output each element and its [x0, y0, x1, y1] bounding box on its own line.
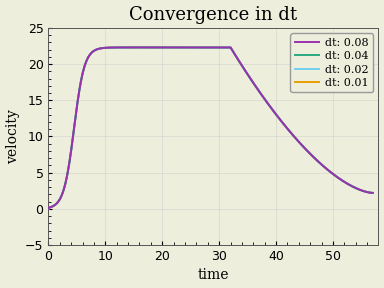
dt: 0.04: (0, 0): 0.04: (0, 0) [46, 207, 51, 211]
dt: 0.08: (0, 0): 0.08: (0, 0) [46, 207, 51, 211]
dt: 0.01: (10.1, 22.3): 0.01: (10.1, 22.3) [103, 46, 108, 50]
Line: dt: 0.04: dt: 0.04 [48, 48, 373, 209]
dt: 0.04: (24.8, 22.3): 0.04: (24.8, 22.3) [187, 46, 192, 49]
dt: 0.08: (22.2, 22.3): 0.08: (22.2, 22.3) [173, 46, 177, 49]
dt: 0.01: (6.61, 20.3): 0.01: (6.61, 20.3) [84, 60, 88, 64]
dt: 0.08: (56.9, 2.21): 0.08: (56.9, 2.21) [370, 191, 374, 195]
dt: 0.02: (24.8, 22.3): 0.02: (24.8, 22.3) [187, 46, 192, 49]
dt: 0.02: (0, 0): 0.02: (0, 0) [46, 207, 51, 211]
dt: 0.01: (56.9, 2.21): 0.01: (56.9, 2.21) [370, 191, 374, 195]
dt: 0.04: (50.6, 4.46): 0.04: (50.6, 4.46) [334, 175, 339, 178]
Line: dt: 0.08: dt: 0.08 [48, 48, 373, 209]
dt: 0.01: (0, 0): 0.01: (0, 0) [46, 207, 51, 211]
dt: 0.08: (10.1, 22.3): 0.08: (10.1, 22.3) [103, 46, 108, 50]
Y-axis label: velocity: velocity [5, 109, 20, 164]
dt: 0.01: (22.2, 22.3): 0.01: (22.2, 22.3) [173, 46, 177, 49]
dt: 0.04: (22.2, 22.3): 0.04: (22.2, 22.3) [173, 46, 177, 49]
X-axis label: time: time [198, 268, 229, 283]
dt: 0.01: (50.6, 4.46): 0.01: (50.6, 4.46) [334, 175, 339, 178]
dt: 0.02: (22.2, 22.3): 0.02: (22.2, 22.3) [173, 46, 177, 49]
Title: Convergence in dt: Convergence in dt [129, 5, 298, 24]
dt: 0.02: (50.6, 4.46): 0.02: (50.6, 4.46) [334, 175, 339, 178]
Legend: dt: 0.08, dt: 0.04, dt: 0.02, dt: 0.01: dt: 0.08, dt: 0.04, dt: 0.02, dt: 0.01 [290, 33, 373, 92]
dt: 0.04: (56.9, 2.21): 0.04: (56.9, 2.21) [370, 191, 374, 195]
dt: 0.08: (6.61, 20.3): 0.08: (6.61, 20.3) [84, 60, 88, 64]
dt: 0.02: (56.9, 2.21): 0.02: (56.9, 2.21) [370, 191, 374, 195]
dt: 0.04: (10.1, 22.3): 0.04: (10.1, 22.3) [103, 46, 108, 50]
dt: 0.08: (24.8, 22.3): 0.08: (24.8, 22.3) [187, 46, 192, 49]
dt: 0.04: (6.61, 20.3): 0.04: (6.61, 20.3) [84, 60, 88, 64]
Line: dt: 0.01: dt: 0.01 [48, 48, 373, 209]
Line: dt: 0.02: dt: 0.02 [48, 48, 373, 209]
dt: 0.02: (10.1, 22.3): 0.02: (10.1, 22.3) [103, 46, 108, 50]
dt: 0.08: (50.6, 4.46): 0.08: (50.6, 4.46) [334, 175, 339, 178]
dt: 0.01: (24.8, 22.3): 0.01: (24.8, 22.3) [187, 46, 192, 49]
dt: 0.02: (6.61, 20.3): 0.02: (6.61, 20.3) [84, 60, 88, 64]
